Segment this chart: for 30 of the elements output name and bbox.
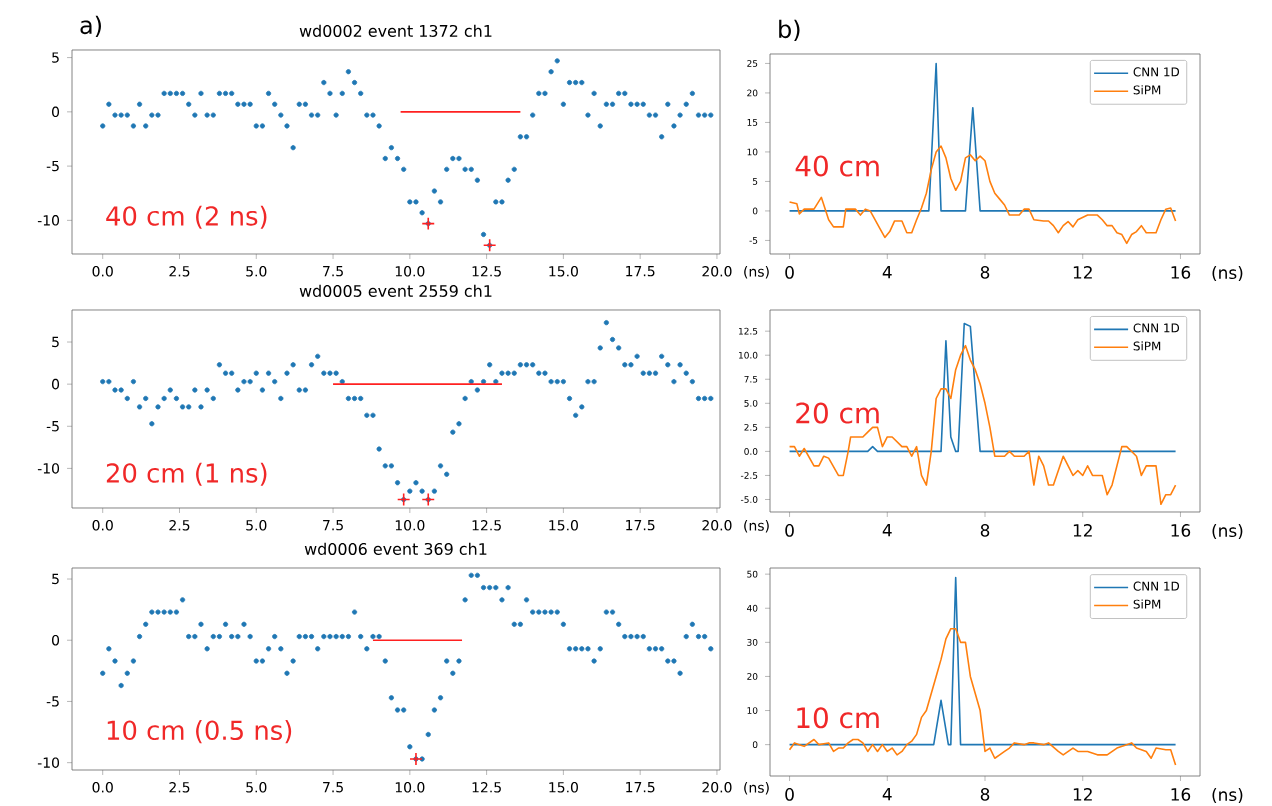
- x-tick-label: 0: [785, 524, 794, 537]
- annotation: 10 cm (0.5 ns): [107, 720, 292, 744]
- line-series: [788, 627, 1177, 766]
- annotation: 20 cm: [796, 402, 879, 424]
- x-tick-label: 16: [1171, 524, 1191, 537]
- x-axis-title: (ns): [1212, 788, 1243, 804]
- text: b): [779, 19, 800, 41]
- line-series: [788, 322, 1177, 453]
- text: a): [80, 15, 101, 37]
- line-series: [788, 145, 1177, 245]
- x-tick-label: 8: [980, 524, 990, 537]
- x-tick-label: 0: [785, 266, 794, 279]
- x-tick-label: 16: [1171, 266, 1191, 279]
- x-tick-label: 8: [980, 266, 990, 279]
- x-axis-title: (ns): [1212, 524, 1243, 540]
- line-series: [788, 344, 1177, 506]
- annotation: 40 cm (2 ns): [106, 205, 267, 229]
- x-tick-label: 4: [882, 788, 892, 801]
- x-tick-label: 4: [882, 524, 892, 537]
- annotation: 20 cm (1 ns): [106, 462, 267, 486]
- x-tick-label: 0: [785, 788, 794, 801]
- x-tick-label: 12: [1073, 524, 1092, 537]
- x-tick-label: 8: [980, 788, 990, 801]
- x-axis-title: (ns): [1212, 266, 1243, 282]
- x-tick-label: 16: [1171, 788, 1191, 801]
- annotation: 10 cm: [797, 707, 879, 729]
- x-tick-label: 4: [882, 266, 892, 279]
- annotation: 40 cm: [795, 155, 879, 177]
- x-tick-label: 12: [1073, 266, 1092, 279]
- x-tick-label: 12: [1073, 788, 1092, 801]
